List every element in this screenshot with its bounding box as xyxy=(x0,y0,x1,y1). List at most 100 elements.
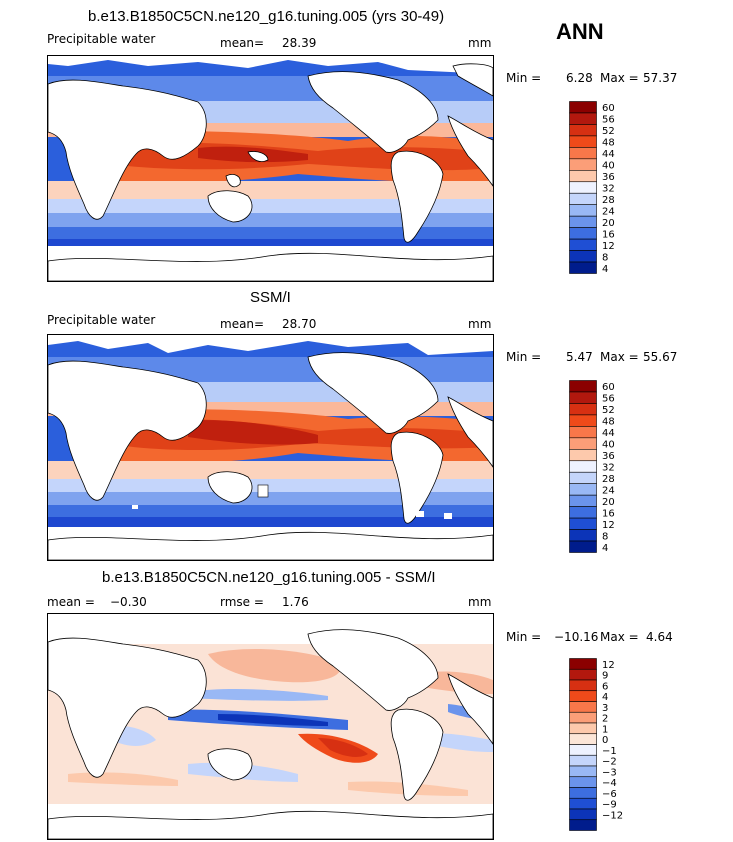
panel2-colorbar: 60 56 52 48 44 40 36 32 28 24 20 16 12 8 4 xyxy=(569,380,649,560)
panel2-max-label: Max = xyxy=(600,350,639,364)
colorbar-swatch xyxy=(569,744,597,756)
colorbar-swatch xyxy=(569,414,597,427)
panel3-title: b.e13.B1850C5CN.ne120_g16.tuning.005 - S… xyxy=(102,569,436,586)
colorbar-swatch xyxy=(569,529,597,542)
colorbar-tick-label: −3 xyxy=(602,767,617,778)
colorbar-tick-label: 20 xyxy=(602,497,615,508)
colorbar-swatch xyxy=(569,101,597,114)
colorbar-tick-label: 12 xyxy=(602,241,615,252)
panel1-variable: Precipitable water xyxy=(47,32,156,46)
panel1-map xyxy=(47,55,494,282)
panel1-max-value: 57.37 xyxy=(643,71,678,85)
colorbar-tick-label: 12 xyxy=(602,660,615,671)
colorbar-tick-label: 8 xyxy=(602,252,608,263)
panel1-units: mm xyxy=(468,36,492,50)
colorbar-tick-label: 40 xyxy=(602,161,615,172)
colorbar-tick-label: −1 xyxy=(602,746,617,757)
colorbar-swatch xyxy=(569,471,597,484)
colorbar-swatch xyxy=(569,658,597,670)
colorbar-swatch xyxy=(569,679,597,692)
colorbar-swatch xyxy=(569,112,597,125)
colorbar-swatch xyxy=(569,701,597,713)
panel3-max-value: 4.64 xyxy=(646,630,673,644)
panel1-mean-label: mean= xyxy=(220,36,265,50)
colorbar-swatch xyxy=(569,181,597,194)
panel3-map-svg xyxy=(48,614,493,839)
colorbar-swatch xyxy=(569,391,597,404)
panel2-min-value: 5.47 xyxy=(566,350,593,364)
colorbar-tick-label: 28 xyxy=(602,195,615,206)
colorbar-swatch xyxy=(569,668,597,681)
panel3-max-label: Max = xyxy=(600,630,639,644)
colorbar-tick-label: 1 xyxy=(602,724,608,735)
panel3-min-label: Min = xyxy=(506,630,542,644)
colorbar-swatch xyxy=(569,158,597,171)
panel2-min-label: Min = xyxy=(506,350,542,364)
panel2-title: SSM/I xyxy=(250,289,291,306)
panel3-units: mm xyxy=(468,595,492,609)
colorbar-tick-label: 60 xyxy=(602,103,615,114)
panel1-min-value: 6.28 xyxy=(566,71,593,85)
colorbar-tick-label: 52 xyxy=(602,126,615,137)
panel3-rmse-value: 1.76 xyxy=(282,595,309,609)
panel1-colorbar: 60 56 52 48 44 40 36 32 28 24 20 16 12 8 4 xyxy=(569,101,649,281)
panel1-map-svg xyxy=(48,56,493,281)
colorbar-swatch xyxy=(569,460,597,473)
colorbar-tick-label: −6 xyxy=(602,789,617,800)
panel1-min-label: Min = xyxy=(506,71,542,85)
panel1-max-label: Max = xyxy=(600,71,639,85)
panel3-mean-label: mean = xyxy=(47,595,95,609)
colorbar-tick-label: 56 xyxy=(602,394,615,405)
colorbar-tick-label: −4 xyxy=(602,778,617,789)
colorbar-swatch xyxy=(569,250,597,263)
season-label: ANN xyxy=(556,19,604,44)
colorbar-swatch xyxy=(569,147,597,160)
colorbar-tick-label: 32 xyxy=(602,184,615,195)
colorbar-swatch xyxy=(569,517,597,530)
colorbar-swatch xyxy=(569,540,597,553)
colorbar-swatch xyxy=(569,426,597,439)
panel2-map xyxy=(47,334,494,561)
colorbar-swatch xyxy=(569,261,597,274)
colorbar-tick-label: 4 xyxy=(602,543,608,554)
panel2-max-value: 55.67 xyxy=(643,350,678,364)
colorbar-swatch xyxy=(569,135,597,148)
colorbar-swatch xyxy=(569,808,597,821)
colorbar-swatch xyxy=(569,690,597,702)
colorbar-swatch xyxy=(569,819,597,831)
colorbar-swatch xyxy=(569,204,597,217)
panel2-mean-value: 28.70 xyxy=(282,317,317,331)
panel2-variable: Precipitable water xyxy=(47,313,156,327)
colorbar-swatch xyxy=(569,380,597,393)
colorbar-tick-label: 36 xyxy=(602,451,615,462)
colorbar-swatch xyxy=(569,506,597,519)
colorbar-tick-label: 0 xyxy=(602,735,608,746)
colorbar-swatch xyxy=(569,124,597,137)
colorbar-swatch xyxy=(569,722,597,735)
panel2-units: mm xyxy=(468,317,492,331)
colorbar-tick-label: 6 xyxy=(602,681,608,692)
colorbar-swatch xyxy=(569,776,597,788)
colorbar-swatch xyxy=(569,449,597,462)
colorbar-tick-label: 2 xyxy=(602,714,608,725)
colorbar-tick-label: 24 xyxy=(602,206,615,217)
colorbar-tick-label: 60 xyxy=(602,382,615,393)
colorbar-swatch xyxy=(569,733,597,745)
colorbar-tick-label: 36 xyxy=(602,172,615,183)
colorbar-swatch xyxy=(569,754,597,767)
colorbar-swatch xyxy=(569,215,597,228)
panel2-map-svg xyxy=(48,335,493,560)
colorbar-swatch xyxy=(569,403,597,416)
colorbar-swatch xyxy=(569,787,597,799)
colorbar-tick-label: −12 xyxy=(602,810,623,821)
colorbar-swatch xyxy=(569,483,597,496)
colorbar-tick-label: 20 xyxy=(602,218,615,229)
panel3-colorbar: 12 9 6 4 3 2 1 0 −1 −2 −3 −4 −6 −9 −12 xyxy=(569,658,649,838)
colorbar-tick-label: 4 xyxy=(602,264,608,275)
colorbar-tick-label: 48 xyxy=(602,138,615,149)
panel3-map xyxy=(47,613,494,840)
colorbar-tick-label: 44 xyxy=(602,149,615,160)
colorbar-swatch xyxy=(569,711,597,724)
